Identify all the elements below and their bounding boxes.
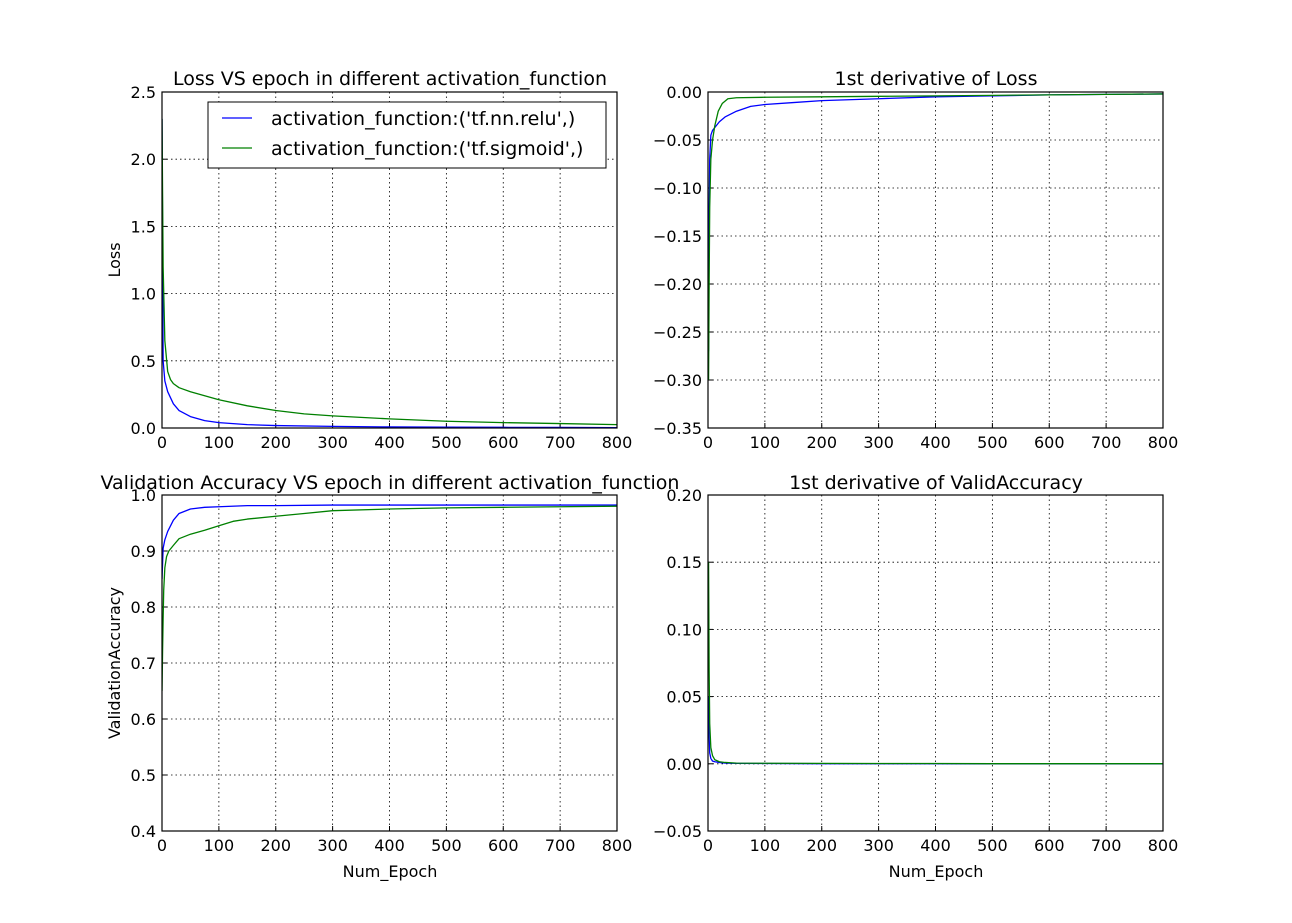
loss-x-tick-label: 400 (374, 433, 405, 452)
validation-accuracy-panel: Validation Accuracy VS epoch in differen… (101, 472, 680, 882)
validation-accuracy-y-tick-label: 0.4 (131, 822, 156, 841)
accuracy-derivative-x-tick-label: 400 (920, 836, 951, 855)
accuracy-derivative-x-tick-label: 800 (1148, 836, 1179, 855)
accuracy-derivative-x-tick-label: 100 (750, 836, 781, 855)
loss-derivative-x-tick-label: 100 (750, 433, 781, 452)
loss-chart-title: Loss VS epoch in different activation_fu… (173, 68, 607, 90)
loss-x-tick-label: 0 (157, 433, 167, 452)
loss-y-tick-label: 1.0 (131, 285, 156, 304)
legend-label-sigmoid: activation_function:('tf.sigmoid',) (271, 138, 583, 160)
loss-derivative-x-tick-label: 200 (806, 433, 837, 452)
validation-accuracy-y-tick-label: 0.8 (131, 598, 156, 617)
loss-y-tick-label: 2.0 (131, 150, 156, 169)
validation-accuracy-relu-series (162, 504, 617, 580)
loss-x-tick-label: 700 (545, 433, 576, 452)
validation-accuracy-y-tick-label: 0.6 (131, 710, 156, 729)
loss-sigmoid-series (162, 118, 617, 426)
loss-legend: activation_function:('tf.nn.relu',) acti… (207, 101, 607, 169)
loss-derivative-y-tick-label: −0.30 (653, 371, 702, 390)
accuracy-derivative-x-tick-label: 500 (977, 836, 1008, 855)
loss-derivative-y-tick-label: −0.20 (653, 275, 702, 294)
accuracy-derivative-x-axis-title: Num_Epoch (889, 862, 984, 882)
loss-derivative-x-tick-label: 500 (977, 433, 1008, 452)
loss-derivative-axes-frame (707, 91, 1164, 429)
loss-axes-frame (161, 91, 618, 429)
loss-relu-series (162, 118, 617, 428)
loss-y-axis-title: Loss (105, 242, 124, 277)
accuracy-derivative-x-tick-label: 200 (806, 836, 837, 855)
validation-accuracy-y-tick-label: 0.5 (131, 766, 156, 785)
loss-x-tick-label: 100 (204, 433, 235, 452)
accuracy-derivative-y-tick-label: 0.00 (666, 755, 702, 774)
accuracy-derivative-x-tick-label: 700 (1091, 836, 1122, 855)
loss-y-tick-label: 2.5 (131, 83, 156, 102)
loss-derivative-panel: 1st derivative of Loss 0 100 200 300 400 500 6… (653, 68, 1178, 452)
validation-accuracy-x-tick-label: 500 (431, 836, 462, 855)
validation-accuracy-chart-title: Validation Accuracy VS epoch in differen… (101, 472, 680, 494)
accuracy-derivative-x-tick-label: 300 (863, 836, 894, 855)
loss-derivative-x-tick-label: 400 (920, 433, 951, 452)
loss-derivative-sigmoid-series (708, 93, 1163, 381)
validation-accuracy-plot-area: 0 100 200 300 400 500 600 700 800 0.4 0.5 0.6 0.7 0.8… (131, 486, 633, 855)
accuracy-derivative-sigmoid-series (708, 562, 1163, 765)
loss-derivative-y-tick-label: 0.00 (666, 83, 702, 102)
loss-panel: Loss VS epoch in different activation_fu… (105, 68, 632, 452)
loss-derivative-x-tick-label: 0 (703, 433, 713, 452)
validation-accuracy-axes-frame (161, 494, 618, 832)
accuracy-derivative-x-tick-label: 600 (1034, 836, 1065, 855)
loss-derivative-chart-title: 1st derivative of Loss (835, 68, 1038, 90)
validation-accuracy-x-tick-label: 300 (317, 836, 348, 855)
validation-accuracy-sigmoid-series (162, 505, 617, 692)
loss-derivative-x-tick-label: 800 (1148, 433, 1179, 452)
loss-derivative-y-tick-label: −0.15 (653, 227, 702, 246)
accuracy-derivative-y-tick-label: 0.05 (666, 688, 702, 707)
loss-x-tick-label: 200 (260, 433, 291, 452)
loss-derivative-x-tick-label: 700 (1091, 433, 1122, 452)
validation-accuracy-x-tick-label: 100 (204, 836, 235, 855)
validation-accuracy-y-tick-label: 0.7 (131, 654, 156, 673)
loss-derivative-x-tick-label: 600 (1034, 433, 1065, 452)
accuracy-derivative-panel: 1st derivative of ValidAccuracy Num_Epoc… (653, 472, 1178, 882)
accuracy-derivative-y-tick-label: −0.05 (653, 822, 702, 841)
validation-accuracy-x-tick-label: 800 (602, 836, 633, 855)
legend-box (207, 101, 607, 169)
validation-accuracy-y-tick-label: 1.0 (131, 486, 156, 505)
validation-accuracy-x-tick-label: 400 (374, 836, 405, 855)
loss-x-tick-label: 800 (602, 433, 633, 452)
accuracy-derivative-y-tick-label: 0.15 (666, 553, 702, 572)
validation-accuracy-x-tick-label: 0 (157, 836, 167, 855)
loss-x-tick-label: 600 (488, 433, 519, 452)
accuracy-derivative-plot-area: 0 100 200 300 400 500 600 700 800 −0.05 0.00 0.05 0.… (653, 486, 1178, 855)
validation-accuracy-x-tick-label: 200 (260, 836, 291, 855)
loss-derivative-plot-area: 0 100 200 300 400 500 600 700 800 0.00 −0.05 −0.10 −… (653, 83, 1178, 452)
loss-derivative-y-tick-label: −0.35 (653, 419, 702, 438)
loss-derivative-x-tick-label: 300 (863, 433, 894, 452)
loss-y-tick-label: 0.5 (131, 352, 156, 371)
accuracy-derivative-chart-title: 1st derivative of ValidAccuracy (789, 472, 1083, 494)
validation-accuracy-y-axis-title: ValidationAccuracy (105, 587, 124, 739)
loss-y-tick-label: 1.5 (131, 217, 156, 236)
validation-accuracy-x-axis-title: Num_Epoch (343, 862, 438, 882)
validation-accuracy-y-tick-label: 0.9 (131, 542, 156, 561)
loss-derivative-y-tick-label: −0.05 (653, 131, 702, 150)
accuracy-derivative-x-tick-label: 0 (703, 836, 713, 855)
loss-x-tick-label: 500 (431, 433, 462, 452)
loss-x-tick-label: 300 (317, 433, 348, 452)
validation-accuracy-x-tick-label: 600 (488, 836, 519, 855)
loss-derivative-y-tick-label: −0.10 (653, 179, 702, 198)
loss-plot-area: 0 100 200 300 400 500 600 700 800 0.0 0.5 1.0 1.5 2.0… (131, 83, 633, 452)
loss-derivative-y-tick-label: −0.25 (653, 323, 702, 342)
legend-label-relu: activation_function:('tf.nn.relu',) (271, 108, 575, 130)
loss-y-tick-label: 0.0 (131, 419, 156, 438)
accuracy-derivative-y-tick-label: 0.10 (666, 620, 702, 639)
validation-accuracy-x-tick-label: 700 (545, 836, 576, 855)
accuracy-derivative-axes-frame (707, 494, 1164, 832)
accuracy-derivative-y-tick-label: 0.20 (666, 486, 702, 505)
